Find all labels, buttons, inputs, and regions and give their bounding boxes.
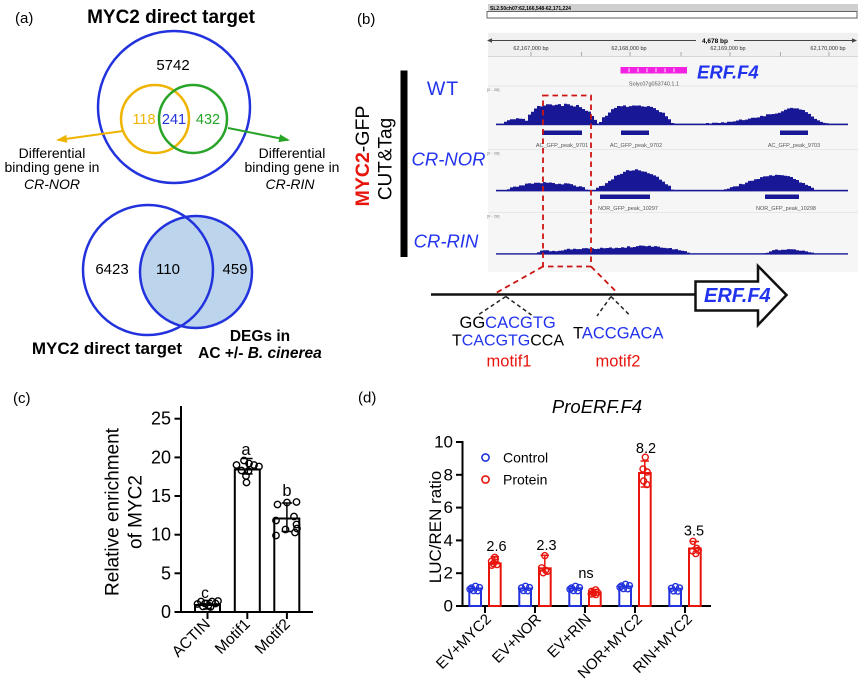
svg-text:5: 5 — [161, 563, 171, 583]
svg-text:[0 - 28]: [0 - 28] — [487, 151, 499, 156]
svg-text:NOR_GFP_peak_10298: NOR_GFP_peak_10298 — [756, 206, 816, 212]
svg-text:4: 4 — [444, 531, 453, 550]
svg-text:8: 8 — [444, 465, 453, 484]
svg-text:10: 10 — [151, 525, 171, 545]
svg-text:b: b — [282, 482, 291, 500]
svg-text:3.5: 3.5 — [684, 524, 704, 540]
svg-text:(a): (a) — [15, 10, 33, 27]
svg-text:4,678 bp: 4,678 bp — [702, 38, 728, 45]
svg-text:binding gene in: binding gene in — [5, 159, 100, 175]
svg-text:binding gene in: binding gene in — [245, 159, 340, 175]
svg-text:CR-RIN: CR-RIN — [414, 231, 479, 252]
svg-text:AC +/- B. cinerea: AC +/- B. cinerea — [198, 345, 322, 362]
svg-text:5742: 5742 — [156, 57, 189, 74]
svg-text:WT: WT — [427, 78, 459, 100]
svg-text:MYC2 direct target: MYC2 direct target — [32, 339, 183, 358]
svg-text:118: 118 — [132, 112, 155, 128]
svg-text:ns: ns — [578, 566, 593, 582]
svg-text:0: 0 — [444, 597, 453, 616]
svg-text:(d): (d) — [358, 390, 376, 407]
svg-text:GGCACGTG: GGCACGTG — [460, 314, 556, 332]
svg-text:62,168,000 bp: 62,168,000 bp — [611, 46, 646, 52]
svg-text:62,167,000 bp: 62,167,000 bp — [513, 46, 548, 52]
svg-text:NOR_GFP_peak_10297: NOR_GFP_peak_10297 — [598, 206, 658, 212]
svg-text:Motif2: Motif2 — [252, 616, 294, 658]
svg-text:62,170,000 bp: 62,170,000 bp — [810, 46, 845, 52]
svg-text:AC_GFP_peak_9702: AC_GFP_peak_9702 — [610, 143, 662, 149]
svg-text:DEGs in: DEGs in — [230, 328, 290, 345]
svg-text:Solyc07g053740.1.1: Solyc07g053740.1.1 — [629, 82, 679, 88]
svg-text:(b): (b) — [357, 11, 375, 28]
svg-text:10: 10 — [434, 433, 453, 452]
svg-text:Differential: Differential — [259, 145, 326, 161]
svg-text:LUC/REN ratio: LUC/REN ratio — [426, 471, 445, 583]
svg-text:TCACGTGCCA: TCACGTGCCA — [452, 333, 564, 350]
svg-text:ProERF.F4: ProERF.F4 — [552, 396, 642, 417]
svg-text:62,169,000 bp: 62,169,000 bp — [710, 46, 745, 52]
svg-text:6423: 6423 — [95, 261, 128, 278]
svg-text:459: 459 — [222, 261, 247, 278]
svg-text:Relative enrichment: Relative enrichment — [103, 427, 124, 596]
svg-text:EV+RIN: EV+RIN — [544, 611, 595, 662]
svg-text:6: 6 — [444, 498, 453, 517]
svg-text:432: 432 — [196, 112, 220, 128]
svg-text:241: 241 — [162, 112, 186, 128]
svg-text:0: 0 — [161, 602, 171, 622]
svg-text:(c): (c) — [13, 390, 31, 407]
svg-text:25: 25 — [151, 409, 171, 429]
svg-text:EV+MYC2: EV+MYC2 — [433, 611, 495, 673]
svg-text:Protein: Protein — [503, 472, 547, 488]
svg-text:AC_GFP_peak_9701: AC_GFP_peak_9701 — [536, 143, 588, 149]
svg-text:8.2: 8.2 — [636, 441, 656, 457]
svg-text:2: 2 — [444, 564, 453, 583]
svg-text:EV+NOR: EV+NOR — [489, 611, 545, 667]
svg-text:ACTIN: ACTIN — [169, 616, 214, 661]
svg-text:MYC2 direct target: MYC2 direct target — [87, 7, 256, 28]
svg-text:[0 - 28]: [0 - 28] — [487, 87, 499, 92]
svg-text:CR-NOR: CR-NOR — [412, 149, 486, 170]
svg-text:AC_GFP_peak_9703: AC_GFP_peak_9703 — [768, 143, 820, 149]
svg-text:110: 110 — [156, 261, 180, 278]
svg-text:CUT&Tag: CUT&Tag — [376, 118, 397, 200]
svg-text:of MYC2: of MYC2 — [126, 475, 147, 549]
svg-text:a: a — [241, 441, 251, 459]
svg-text:TACCGACA: TACCGACA — [573, 325, 663, 343]
svg-text:ERF.F4: ERF.F4 — [697, 62, 759, 83]
svg-text:15: 15 — [151, 486, 171, 506]
svg-text:Motif1: Motif1 — [212, 616, 254, 658]
svg-text:2.3: 2.3 — [536, 538, 556, 554]
svg-text:ERF.F4: ERF.F4 — [704, 285, 771, 307]
svg-text:SL2.50ch07:62,166,548-62,171,2: SL2.50ch07:62,166,548-62,171,224 — [490, 6, 571, 12]
svg-text:[0 - 28]: [0 - 28] — [487, 214, 499, 219]
svg-text:motif1: motif1 — [487, 353, 532, 371]
svg-text:Differential: Differential — [19, 145, 86, 161]
svg-text:CR-RIN: CR-RIN — [266, 176, 316, 192]
svg-text:20: 20 — [151, 447, 171, 467]
svg-text:Control: Control — [503, 450, 548, 466]
svg-text:c: c — [201, 585, 209, 602]
svg-text:motif2: motif2 — [596, 353, 641, 371]
svg-text:2.6: 2.6 — [486, 539, 506, 555]
svg-text:CR-NOR: CR-NOR — [24, 176, 80, 192]
svg-text:MYC2-GFP: MYC2-GFP — [352, 106, 374, 207]
